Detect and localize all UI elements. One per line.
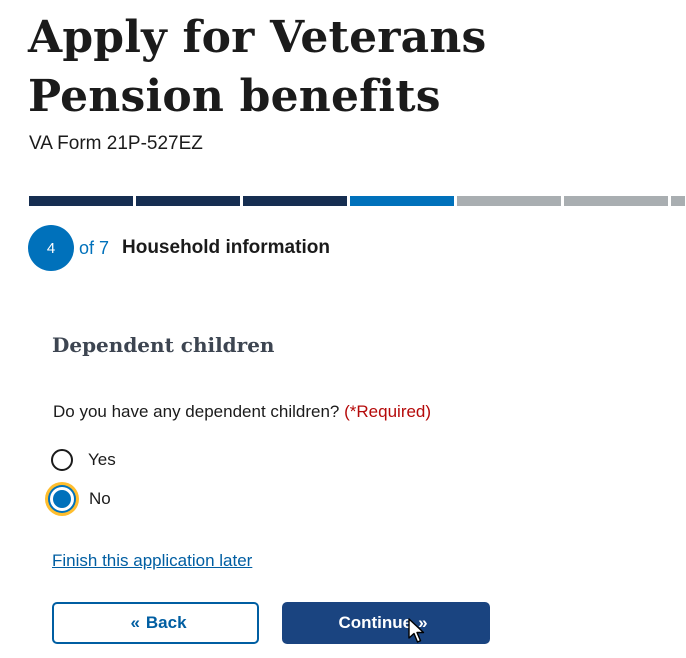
radio-option-yes[interactable]: Yes: [51, 449, 116, 471]
question-text: Do you have any dependent children?: [53, 402, 340, 421]
continue-button-label: Continue: [338, 613, 413, 632]
finish-later-link[interactable]: Finish this application later: [52, 551, 253, 570]
section-heading: Dependent children: [52, 333, 275, 357]
required-marker: (*Required): [344, 402, 432, 421]
progress-segment-6: [564, 196, 668, 206]
form-number: VA Form 21P-527EZ: [29, 133, 203, 154]
chevron-left-icon: «: [130, 613, 140, 632]
page-title: Apply for Veterans Pension benefits: [28, 12, 487, 122]
radio-button-yes[interactable]: [51, 449, 73, 471]
question-label: Do you have any dependent children? (*Re…: [53, 402, 431, 422]
progress-segment-7: [671, 196, 685, 206]
progress-segment-4: [350, 196, 454, 206]
progress-bar: [29, 196, 685, 206]
step-of-total: of 7: [79, 238, 110, 258]
radio-label-no: No: [89, 489, 111, 508]
back-button[interactable]: « Back: [52, 602, 259, 644]
step-title: Household information: [122, 237, 330, 258]
step-number-badge: 4: [28, 225, 74, 271]
progress-segment-1: [29, 196, 133, 206]
progress-segment-3: [243, 196, 347, 206]
radio-label-yes: Yes: [88, 450, 116, 469]
progress-segment-2: [136, 196, 240, 206]
progress-segment-5: [457, 196, 561, 206]
radio-option-no[interactable]: No: [50, 487, 111, 511]
chevron-right-icon: »: [418, 613, 428, 632]
continue-button[interactable]: Continue »: [282, 602, 490, 644]
radio-button-no[interactable]: [50, 487, 74, 511]
back-button-label: Back: [145, 613, 187, 632]
pointer-cursor-icon: [408, 618, 425, 643]
